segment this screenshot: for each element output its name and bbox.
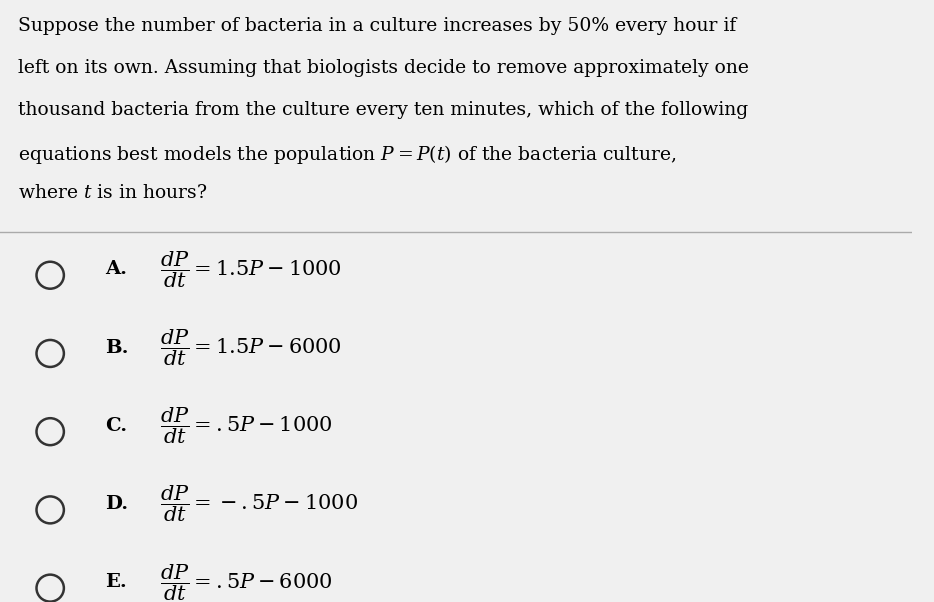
Text: $\dfrac{dP}{dt} = 1.5P - 6000$: $\dfrac{dP}{dt} = 1.5P - 6000$ [160,327,342,368]
Text: where $t$ is in hours?: where $t$ is in hours? [19,184,207,202]
Text: $\dfrac{dP}{dt} = 1.5P - 1000$: $\dfrac{dP}{dt} = 1.5P - 1000$ [160,249,342,290]
Text: C.: C. [105,417,127,435]
Text: B.: B. [105,339,129,356]
Text: thousand bacteria from the culture every ten minutes, which of the following: thousand bacteria from the culture every… [19,101,748,119]
Text: equations best models the population $P = P(t)$ of the bacteria culture,: equations best models the population $P … [19,143,677,166]
Text: E.: E. [105,573,127,591]
Text: left on its own. Assuming that biologists decide to remove approximately one: left on its own. Assuming that biologist… [19,59,749,77]
Text: Suppose the number of bacteria in a culture increases by 50% every hour if: Suppose the number of bacteria in a cult… [19,17,737,36]
Text: $\dfrac{dP}{dt} = -.5P - 1000$: $\dfrac{dP}{dt} = -.5P - 1000$ [160,484,358,524]
Text: $\dfrac{dP}{dt} = .5P - 6000$: $\dfrac{dP}{dt} = .5P - 6000$ [160,562,333,602]
Text: A.: A. [105,261,127,279]
Text: D.: D. [105,495,128,513]
Text: $\dfrac{dP}{dt} = .5P - 1000$: $\dfrac{dP}{dt} = .5P - 1000$ [160,406,333,446]
